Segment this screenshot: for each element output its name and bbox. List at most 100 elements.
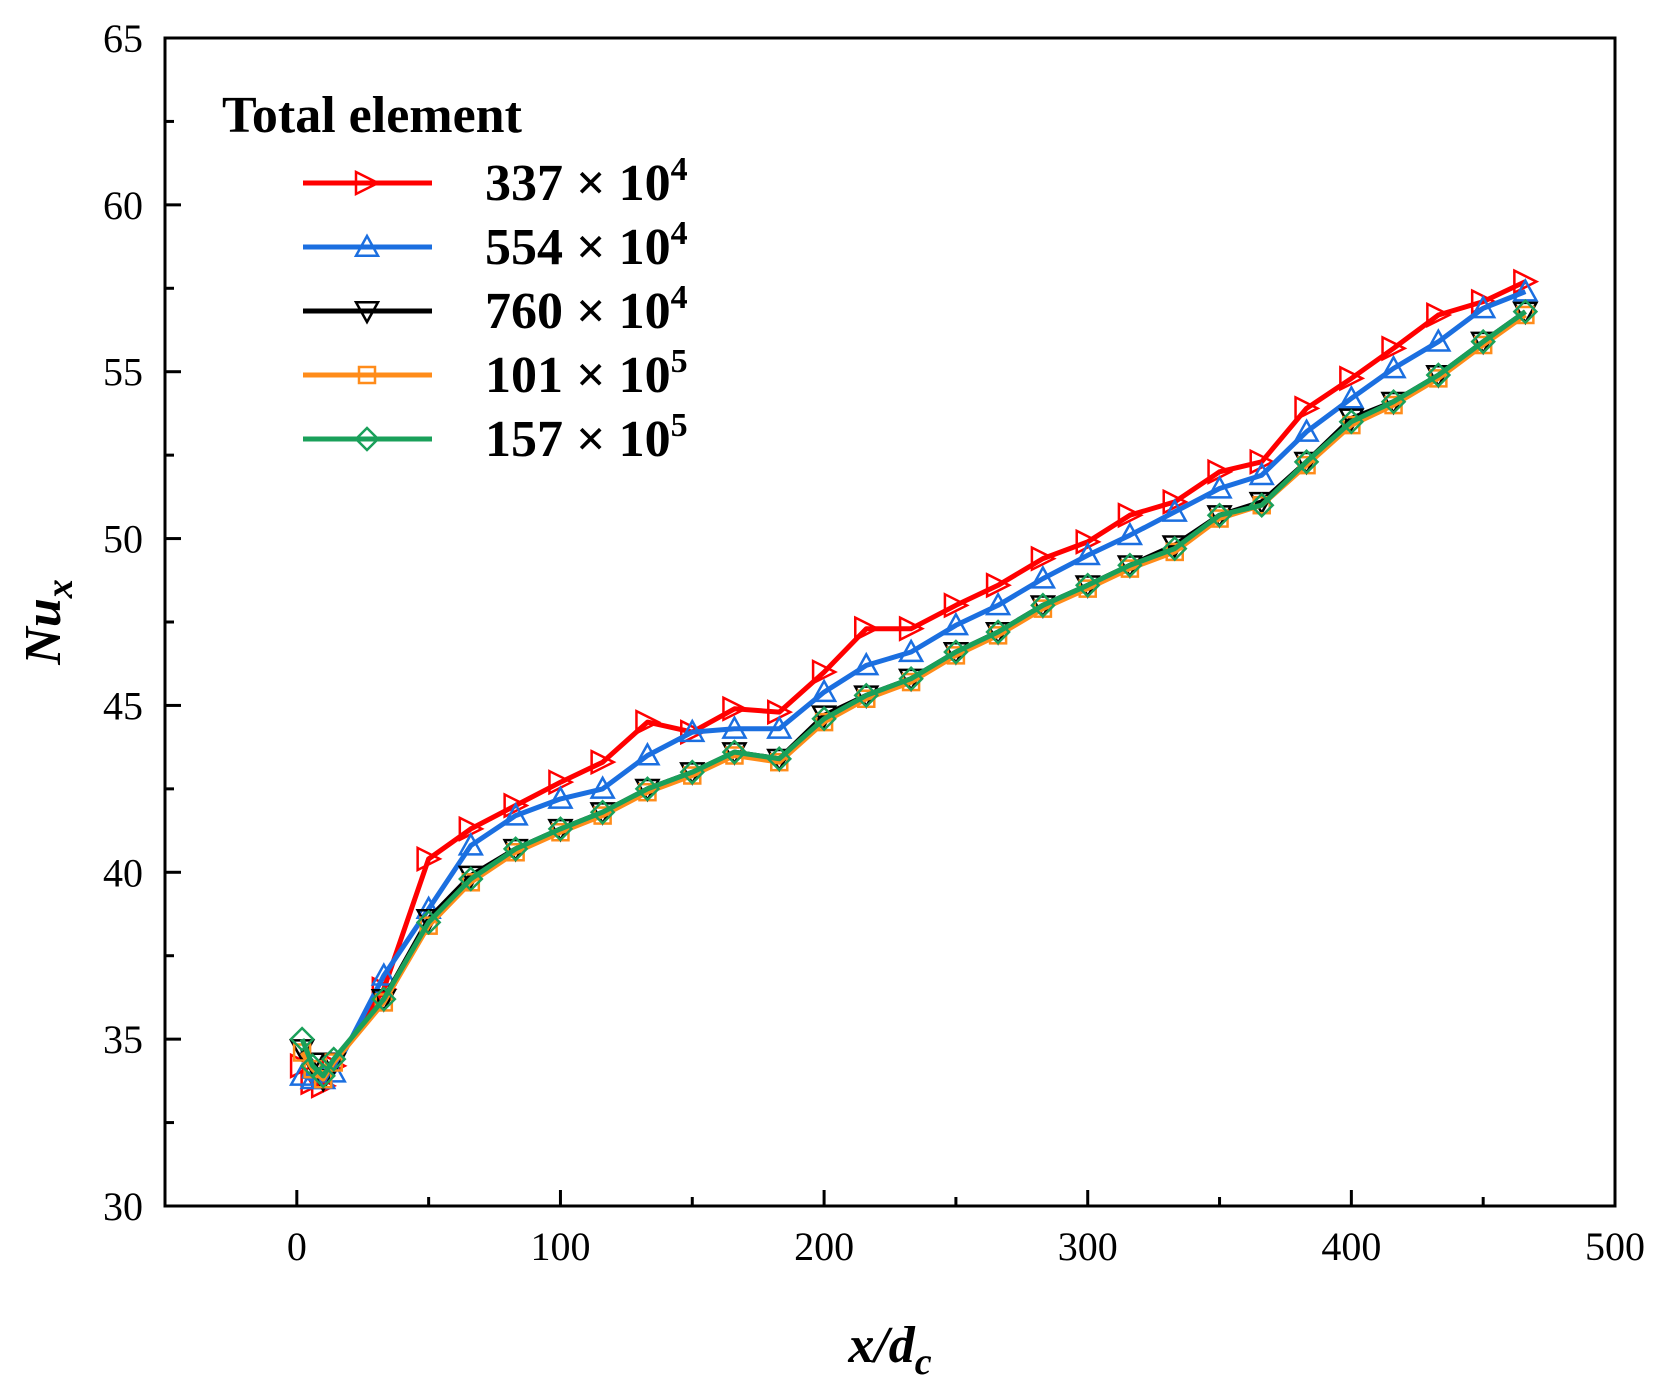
y-tick-label: 30 — [103, 1184, 143, 1229]
data-point — [416, 845, 443, 872]
data-point — [1381, 335, 1408, 362]
data-point — [370, 989, 397, 1013]
data-point — [1030, 545, 1057, 572]
data-point — [1117, 552, 1143, 579]
data-point — [766, 746, 793, 772]
data-point — [985, 572, 1012, 599]
legend-label: 157 × 105 — [485, 407, 688, 468]
data-point — [721, 739, 748, 765]
data-point — [1294, 395, 1321, 422]
y-tick-label: 45 — [103, 683, 143, 728]
data-point — [289, 1026, 315, 1052]
legend-label: 101 × 105 — [485, 343, 688, 404]
data-point — [1075, 528, 1102, 555]
x-tick-label: 100 — [530, 1224, 590, 1269]
data-point — [1029, 565, 1057, 589]
y-tick-label: 40 — [103, 850, 143, 895]
data-point — [722, 695, 749, 722]
data-point — [854, 615, 881, 642]
data-point — [1470, 328, 1496, 355]
data-point — [590, 749, 617, 776]
data-point — [853, 682, 880, 709]
data-point — [1161, 498, 1188, 522]
data-point — [985, 619, 1011, 645]
data-point — [1512, 298, 1539, 325]
data-point — [547, 785, 574, 809]
legend-label: 337 × 104 — [485, 151, 688, 212]
y-axis-title: Nux — [15, 579, 81, 665]
series-line — [299, 309, 1527, 1079]
legend-label: 554 × 104 — [485, 215, 688, 276]
series-line — [299, 279, 1527, 1089]
data-point — [1117, 502, 1144, 529]
data-point — [898, 615, 925, 642]
axis-ticks — [163, 36, 1617, 1208]
data-point — [458, 866, 484, 892]
data-point — [1293, 449, 1320, 475]
x-tick-label: 300 — [1058, 1224, 1118, 1269]
y-tick-label: 65 — [103, 16, 143, 61]
data-point — [943, 592, 970, 619]
data-point — [1248, 492, 1275, 518]
legend-swatch-marker — [353, 233, 381, 258]
data-point — [457, 832, 484, 856]
data-point — [810, 678, 838, 703]
data-point — [1248, 461, 1275, 486]
data-point — [1338, 409, 1365, 435]
data-point — [589, 775, 616, 799]
legend-swatch-marker — [357, 365, 377, 385]
series-layer — [288, 268, 1540, 1099]
data-point — [1380, 388, 1407, 415]
data-point — [1161, 535, 1188, 562]
data-point — [502, 801, 529, 826]
x-tick-label: 400 — [1321, 1224, 1381, 1269]
series-1 — [289, 268, 1540, 1099]
data-point — [679, 718, 706, 743]
data-point — [370, 962, 397, 986]
data-point — [680, 719, 707, 746]
legend-swatch-marker — [353, 300, 381, 325]
data-point — [1425, 362, 1452, 388]
x-axis-title: x/dc — [847, 1317, 931, 1383]
data-point — [1162, 488, 1189, 515]
data-point — [502, 836, 529, 862]
data-point — [1426, 301, 1453, 329]
data-point — [1293, 418, 1320, 442]
tick-labels: 0 100 200 300 400 500 30 35 40 45 50 55 60 65 — [103, 16, 1645, 1269]
legend-item: 760 × 104 — [303, 279, 688, 340]
x-tick-label: 500 — [1585, 1224, 1645, 1269]
legend-swatch-marker — [354, 169, 381, 197]
data-point — [1339, 365, 1366, 392]
data-point — [1074, 572, 1101, 599]
x-tick-label: 0 — [287, 1224, 307, 1269]
data-point — [1206, 502, 1233, 528]
x-tick-label: 200 — [794, 1224, 854, 1269]
data-point — [1425, 328, 1452, 352]
data-point — [547, 816, 574, 842]
data-point — [635, 709, 662, 736]
data-point — [1116, 521, 1144, 546]
data-point — [1338, 384, 1365, 409]
data-point — [811, 659, 838, 686]
data-point — [415, 909, 442, 936]
data-point — [1380, 354, 1407, 379]
y-tick-label: 60 — [103, 183, 143, 228]
data-point — [589, 799, 616, 825]
legend-item: 337 × 104 — [303, 151, 688, 212]
legend-item: 157 × 105 — [303, 407, 688, 468]
data-point — [811, 706, 837, 732]
data-point — [853, 651, 880, 676]
legend-label: 760 × 104 — [485, 279, 688, 340]
y-tick-label: 50 — [103, 517, 143, 562]
data-point — [942, 611, 970, 636]
data-point — [634, 776, 661, 802]
legend-swatch-marker — [354, 426, 380, 452]
data-point — [310, 1063, 336, 1089]
data-point — [1513, 268, 1540, 295]
data-point — [984, 591, 1012, 616]
data-point — [1470, 294, 1497, 319]
data-point — [634, 741, 661, 766]
plot-area-frame — [163, 36, 1617, 1208]
